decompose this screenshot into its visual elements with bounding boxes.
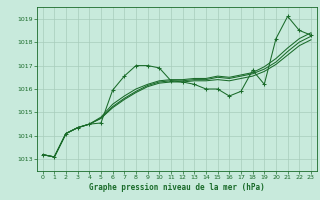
X-axis label: Graphe pression niveau de la mer (hPa): Graphe pression niveau de la mer (hPa) [89, 183, 265, 192]
